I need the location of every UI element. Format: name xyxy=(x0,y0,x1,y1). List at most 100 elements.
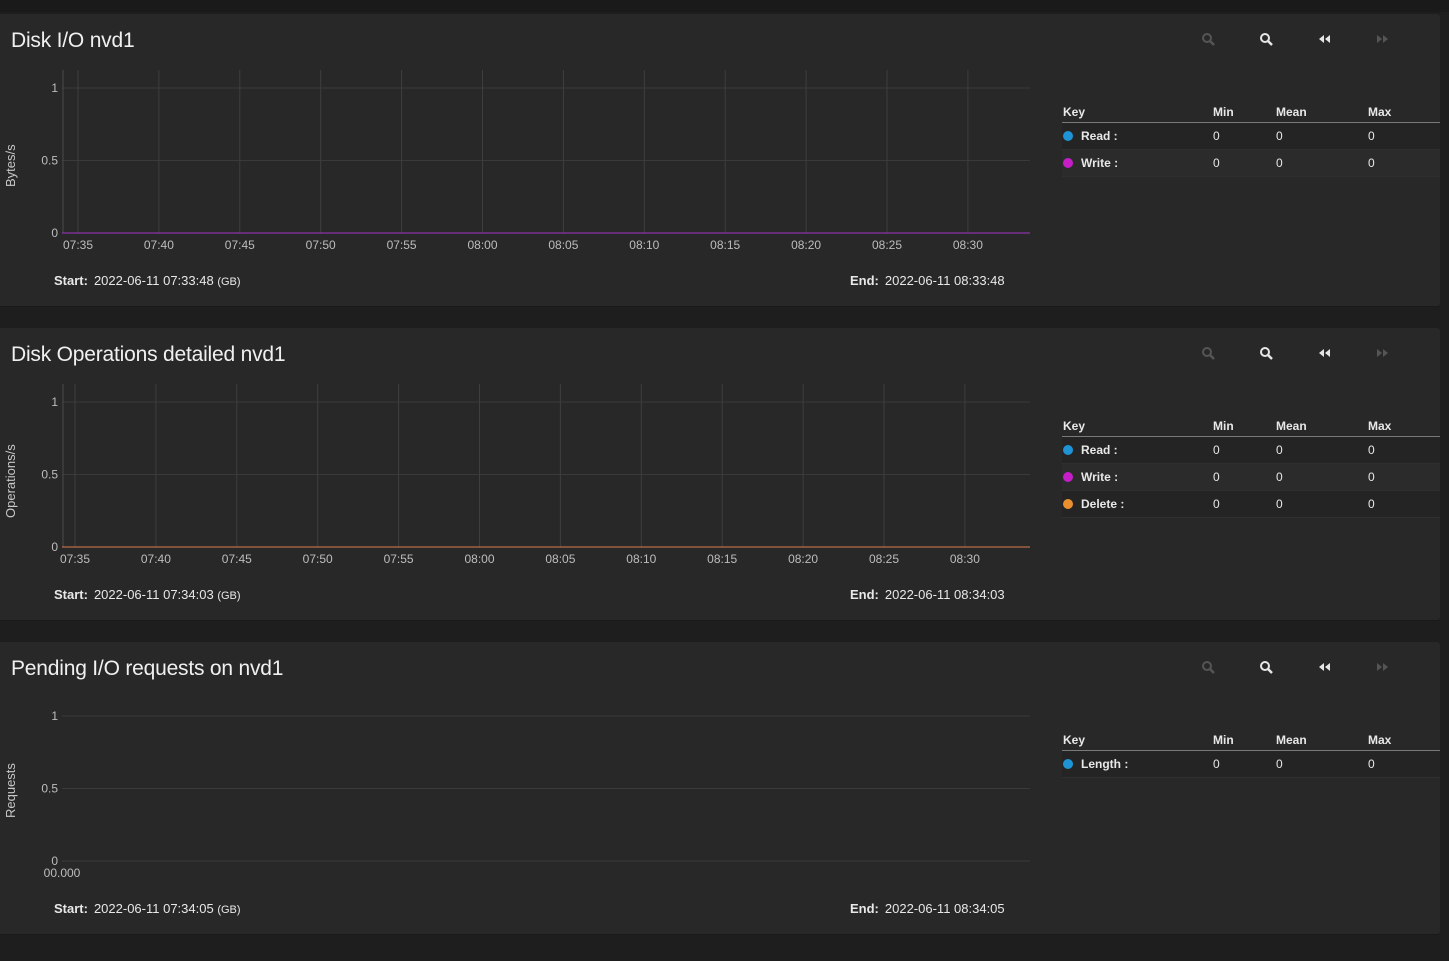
chart-toolbar xyxy=(1190,342,1410,364)
chart-card: Disk Operations detailed nvd1 Operations/… xyxy=(0,328,1440,621)
y-tick-label: 0 xyxy=(51,540,58,554)
legend-min: 0 xyxy=(1213,156,1220,170)
zoom-in-button[interactable] xyxy=(1248,342,1284,364)
step-forward-button[interactable] xyxy=(1364,656,1400,678)
chart-title: Disk I/O nvd1 xyxy=(11,29,135,52)
y-tick-label: 1 xyxy=(51,709,58,723)
step-back-button[interactable] xyxy=(1306,656,1342,678)
x-tick-label: 07:55 xyxy=(384,552,414,566)
legend-min: 0 xyxy=(1213,443,1220,457)
legend-max: 0 xyxy=(1368,156,1375,170)
start-value: 2022-06-11 07:34:05 xyxy=(93,901,214,916)
x-tick-label: 07:45 xyxy=(225,238,255,252)
y-tick-label: 0 xyxy=(51,226,58,240)
legend-key-cell: Read : xyxy=(1062,129,1213,143)
zoom-out-icon xyxy=(1202,33,1215,46)
series-color-dot xyxy=(1063,499,1073,509)
legend-label: Write : xyxy=(1081,156,1119,170)
legend-label: Delete : xyxy=(1081,497,1125,511)
timezone-label: (GB) xyxy=(217,276,241,288)
series-color-dot xyxy=(1063,472,1073,482)
legend-header: Key Min Mean Max xyxy=(1062,730,1440,751)
legend-col-min: Min xyxy=(1213,733,1234,747)
x-tick-label: 08:20 xyxy=(791,238,821,252)
top-bar xyxy=(0,0,1449,12)
end-value: 2022-06-11 08:34:03 xyxy=(884,587,1005,602)
start-label: Start: xyxy=(54,901,88,916)
step-forward-icon xyxy=(1377,35,1388,43)
legend-write[interactable]: Write : 0 0 0 xyxy=(1062,464,1440,491)
chart-toolbar xyxy=(1190,28,1410,50)
legend-table: Key Min Mean Max Length : 0 0 0 xyxy=(1062,730,1440,778)
legend-mean: 0 xyxy=(1276,443,1283,457)
legend-col-max: Max xyxy=(1368,105,1392,119)
step-forward-button[interactable] xyxy=(1364,342,1400,364)
start-value: 2022-06-11 07:33:48 xyxy=(93,273,214,288)
legend-label: Read : xyxy=(1081,443,1118,457)
x-tick-label: 07:50 xyxy=(306,238,336,252)
legend-col-min: Min xyxy=(1213,419,1234,433)
legend-key-cell: Read : xyxy=(1062,443,1213,457)
y-tick-label: 0.5 xyxy=(41,782,58,796)
x-tick-label: 07:55 xyxy=(387,238,417,252)
start-time: Start: 2022-06-11 07:33:48 (GB) xyxy=(54,273,241,288)
legend-header: Key Min Mean Max xyxy=(1062,102,1440,123)
zoom-out-icon xyxy=(1202,661,1215,674)
legend-min: 0 xyxy=(1213,129,1220,143)
y-tick-label: 1 xyxy=(51,395,58,409)
legend-delete[interactable]: Delete : 0 0 0 xyxy=(1062,491,1440,518)
x-tick-label: 07:50 xyxy=(303,552,333,566)
legend-key-cell: Delete : xyxy=(1062,497,1213,511)
step-forward-button[interactable] xyxy=(1364,28,1400,50)
chart-plot: 1 0.5 000.000 xyxy=(41,709,1030,880)
legend-col-mean: Mean xyxy=(1276,105,1307,119)
step-back-icon xyxy=(1319,663,1330,671)
x-tick-label: 08:00 xyxy=(464,552,494,566)
end-label: End: xyxy=(850,901,879,916)
x-tick-label: 07:35 xyxy=(63,238,93,252)
end-value: 2022-06-11 08:33:48 xyxy=(884,273,1005,288)
legend-length[interactable]: Length : 0 0 0 xyxy=(1062,751,1440,778)
x-tick-label: 00.000 xyxy=(44,866,81,880)
zoom-in-icon xyxy=(1260,347,1273,360)
zoom-out-button[interactable] xyxy=(1190,342,1226,364)
end-value: 2022-06-11 08:34:05 xyxy=(884,901,1005,916)
start-time: Start: 2022-06-11 07:34:03 (GB) xyxy=(54,587,241,602)
start-label: Start: xyxy=(54,587,88,602)
zoom-in-icon xyxy=(1260,33,1273,46)
zoom-in-button[interactable] xyxy=(1248,28,1284,50)
start-label: Start: xyxy=(54,273,88,288)
y-tick-label: 1 xyxy=(51,81,58,95)
legend-max: 0 xyxy=(1368,757,1375,771)
timezone-label: (GB) xyxy=(217,590,241,602)
chart-toolbar xyxy=(1190,656,1410,678)
legend-max: 0 xyxy=(1368,129,1375,143)
y-tick-label: 0 xyxy=(51,854,58,868)
legend-write[interactable]: Write : 0 0 0 xyxy=(1062,150,1440,177)
step-back-button[interactable] xyxy=(1306,342,1342,364)
x-tick-label: 08:30 xyxy=(953,238,983,252)
timezone-label: (GB) xyxy=(217,904,241,916)
legend-read[interactable]: Read : 0 0 0 xyxy=(1062,437,1440,464)
x-tick-label: 08:05 xyxy=(545,552,575,566)
legend-read[interactable]: Read : 0 0 0 xyxy=(1062,123,1440,150)
zoom-out-icon xyxy=(1202,347,1215,360)
x-tick-label: 08:15 xyxy=(710,238,740,252)
end-label: End: xyxy=(850,273,879,288)
legend-max: 0 xyxy=(1368,470,1375,484)
start-time: Start: 2022-06-11 07:34:05 (GB) xyxy=(54,901,241,916)
x-tick-label: 07:40 xyxy=(144,238,174,252)
legend-col-min: Min xyxy=(1213,105,1234,119)
x-tick-label: 08:15 xyxy=(707,552,737,566)
series-color-dot xyxy=(1063,759,1073,769)
x-tick-label: 07:40 xyxy=(141,552,171,566)
legend-mean: 0 xyxy=(1276,757,1283,771)
zoom-out-button[interactable] xyxy=(1190,656,1226,678)
step-back-button[interactable] xyxy=(1306,28,1342,50)
zoom-in-button[interactable] xyxy=(1248,656,1284,678)
series-color-dot xyxy=(1063,131,1073,141)
zoom-out-button[interactable] xyxy=(1190,28,1226,50)
legend-col-max: Max xyxy=(1368,733,1392,747)
